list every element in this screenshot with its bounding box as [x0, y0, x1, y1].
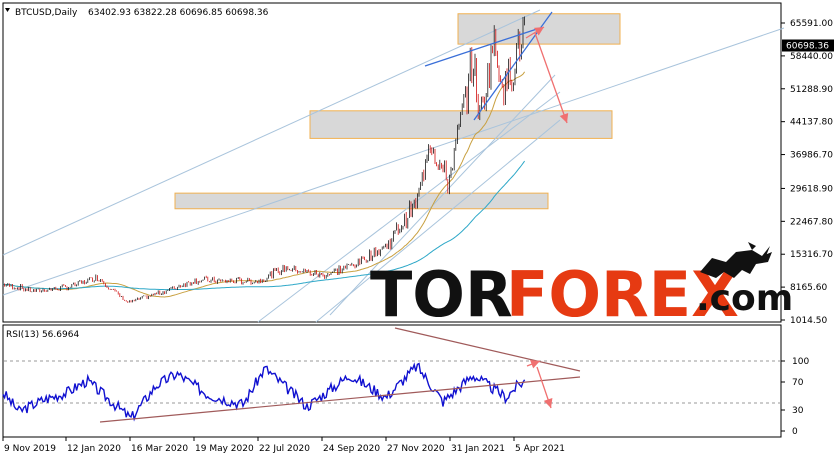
rsi-line	[2, 362, 526, 422]
time-tick-label: 9 Nov 2019	[4, 444, 56, 454]
symbol-label: BTCUSD,Daily	[15, 8, 78, 18]
rsi-tick-label: 0	[792, 427, 798, 437]
forecast-arrowhead-icon	[543, 398, 553, 408]
time-axis: 9 Nov 2019 12 Jan 2020 16 Mar 2020 19 May 2…	[2, 437, 565, 454]
last-price-tag	[782, 39, 834, 52]
price-tick-label: 1014.50	[790, 316, 827, 326]
price-tick-label: 44137.80	[790, 118, 833, 128]
price-tick-label: 29618.90	[790, 184, 833, 194]
time-tick-label: 12 Jan 2020	[67, 444, 121, 454]
bull-logo-icon	[700, 242, 772, 278]
rsi-layer	[2, 327, 581, 423]
ma-slow-line	[2, 160, 526, 291]
price-tick-label: 58440.00	[790, 52, 833, 62]
time-tick-label: 22 Jul 2020	[259, 444, 310, 454]
watermark-forex: FOREX	[506, 258, 739, 331]
watermark-tor: TOR	[370, 258, 513, 331]
last-price-label: 60698.36	[786, 42, 829, 52]
price-tick-label: 36986.70	[790, 151, 833, 161]
main-header: BTCUSD,Daily 63402.93 63822.28 60696.85 …	[5, 8, 269, 18]
price-candles	[2, 16, 525, 303]
price-tick-label: 22467.80	[790, 217, 833, 227]
price-zone	[174, 192, 549, 210]
time-tick-label: 31 Jan 2021	[451, 444, 505, 454]
watermark-com: .com	[696, 278, 793, 319]
time-tick-label: 16 Mar 2020	[131, 444, 188, 454]
price-axis: 65591.00 58440.00 51288.90 44137.80 36986.70…	[781, 19, 834, 326]
forecast-arrowhead-icon	[559, 113, 569, 123]
rsi-axis: 100 70 30 0	[781, 357, 809, 437]
forecast-arrow-line	[534, 32, 568, 124]
rsi-tick-label: 30	[792, 406, 804, 416]
collapse-triangle-icon[interactable]	[5, 8, 10, 12]
forecast-arrowhead-icon	[534, 27, 544, 36]
rsi-resistance-line	[394, 327, 581, 372]
rsi-tick-label: 70	[792, 378, 804, 388]
channel-line	[315, 119, 561, 323]
channel-line	[2, 27, 785, 296]
time-tick-label: 24 Sep 2020	[323, 444, 380, 454]
price-tick-label: 65591.00	[790, 19, 833, 29]
rsi-support-line	[99, 376, 581, 423]
time-tick-label: 19 May 2020	[195, 444, 254, 454]
forecast-arrows	[525, 26, 569, 409]
time-tick-label: 5 Apr 2021	[515, 444, 565, 454]
forecast-arrowhead-icon	[530, 360, 540, 369]
price-tick-label: 8165.60	[790, 283, 827, 293]
channel-line	[2, 9, 541, 256]
rsi-pane	[2, 324, 782, 438]
rsi-label: RSI(13) 56.6964	[6, 330, 79, 340]
time-tick-label: 27 Nov 2020	[387, 444, 445, 454]
ohlc-label: 63402.93 63822.28 60696.85 60698.36	[88, 8, 269, 18]
price-tick-label: 15316.70	[790, 250, 833, 260]
torforex-watermark: TOR FOREX .com	[370, 242, 793, 331]
rsi-tick-label: 100	[792, 357, 809, 367]
trend-line-upper	[424, 27, 541, 67]
price-tick-label: 51288.90	[790, 85, 833, 95]
